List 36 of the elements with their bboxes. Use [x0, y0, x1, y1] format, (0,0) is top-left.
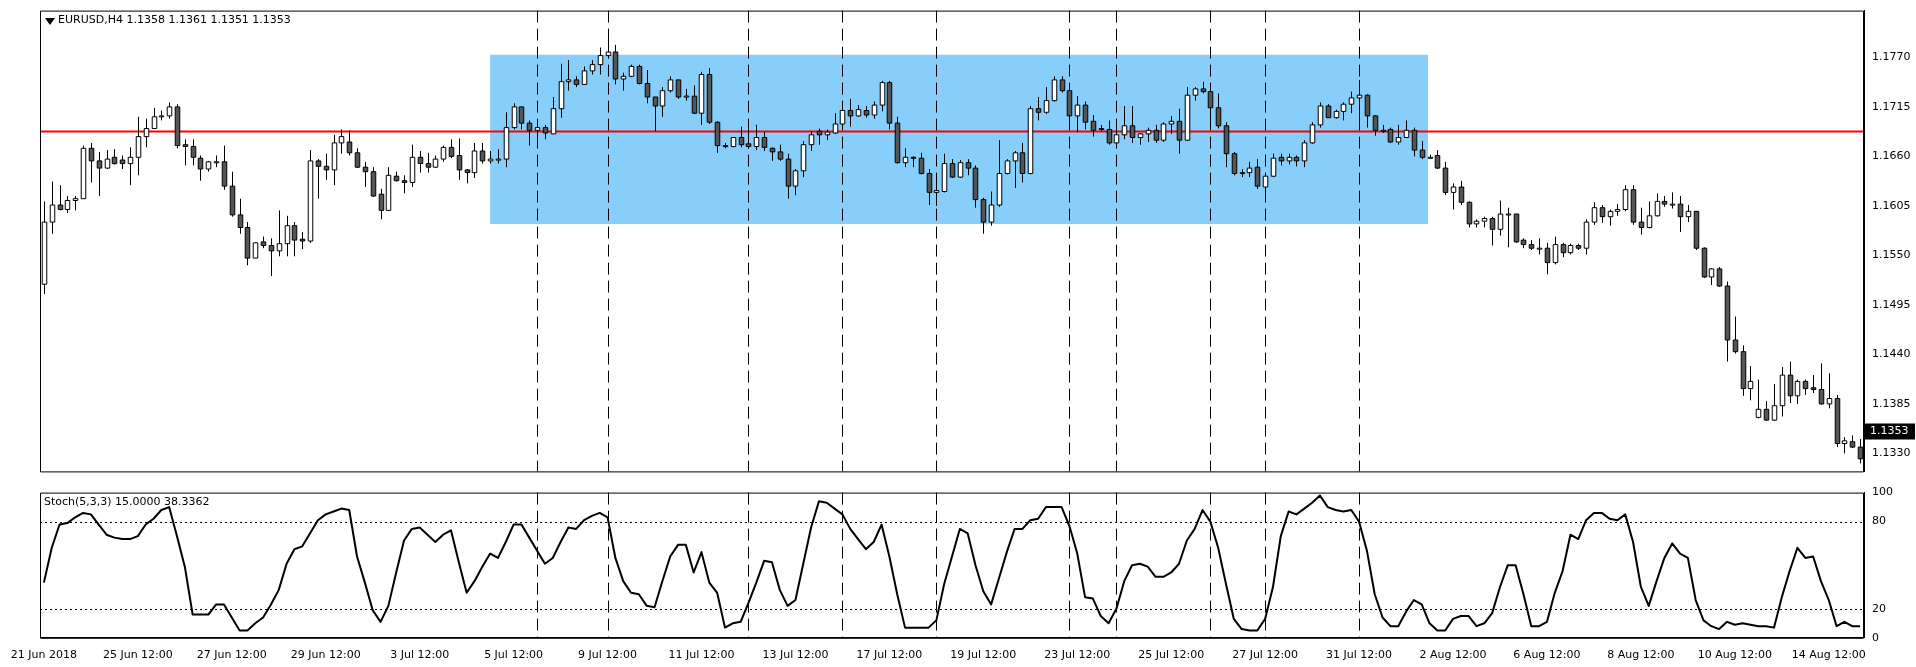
- y-tick-label: 1.1605: [1872, 198, 1911, 212]
- x-tick-label: 29 Jun 12:00: [290, 648, 361, 662]
- y-tick-label: 1.1495: [1872, 297, 1911, 311]
- x-tick-label: 21 Jun 2018: [10, 648, 77, 662]
- x-tick-label: 5 Jul 12:00: [484, 648, 544, 662]
- y-tick-label: 1.1440: [1872, 347, 1911, 361]
- x-tick-label: 13 Jul 12:00: [762, 648, 829, 662]
- y-tick-label: 80: [1872, 514, 1886, 528]
- y-tick-label: 0: [1872, 630, 1879, 644]
- x-tick-label: 31 Jul 12:00: [1326, 648, 1393, 662]
- chart-title: EURUSD,H4 1.1358 1.1361 1.1351 1.1353: [58, 13, 291, 27]
- y-tick-label: 1.1330: [1872, 446, 1911, 460]
- x-tick-label: 19 Jul 12:00: [950, 648, 1017, 662]
- text: 1.1353: [1870, 424, 1909, 438]
- y-tick-label: 1.1385: [1872, 396, 1911, 410]
- x-tick-label: 25 Jul 12:00: [1138, 648, 1205, 662]
- y-tick-label: 1.1660: [1872, 149, 1911, 163]
- x-tick-label: 6 Aug 12:00: [1513, 648, 1581, 662]
- x-tick-label: 14 Aug 12:00: [1791, 648, 1866, 662]
- y-tick-label: 20: [1872, 601, 1886, 615]
- x-tick-label: 2 Aug 12:00: [1419, 648, 1487, 662]
- x-tick-label: 8 Aug 12:00: [1607, 648, 1675, 662]
- x-tick-label: 17 Jul 12:00: [856, 648, 923, 662]
- y-tick-label: 1.1770: [1872, 50, 1911, 64]
- x-tick-label: 27 Jul 12:00: [1232, 648, 1299, 662]
- y-tick-label: 100: [1872, 485, 1893, 499]
- y-tick-label: 1.1550: [1872, 248, 1911, 262]
- x-tick-label: 9 Jul 12:00: [578, 648, 638, 662]
- y-tick-label: 1.1715: [1872, 99, 1911, 113]
- x-tick-label: 3 Jul 12:00: [390, 648, 450, 662]
- x-tick-label: 10 Aug 12:00: [1697, 648, 1772, 662]
- x-tick-label: 23 Jul 12:00: [1044, 648, 1111, 662]
- x-tick-label: 27 Jun 12:00: [196, 648, 267, 662]
- x-tick-label: 25 Jun 12:00: [102, 648, 173, 662]
- chart-title: Stoch(5,3,3) 15.0000 38.3362: [44, 495, 210, 509]
- x-tick-label: 11 Jul 12:00: [668, 648, 735, 662]
